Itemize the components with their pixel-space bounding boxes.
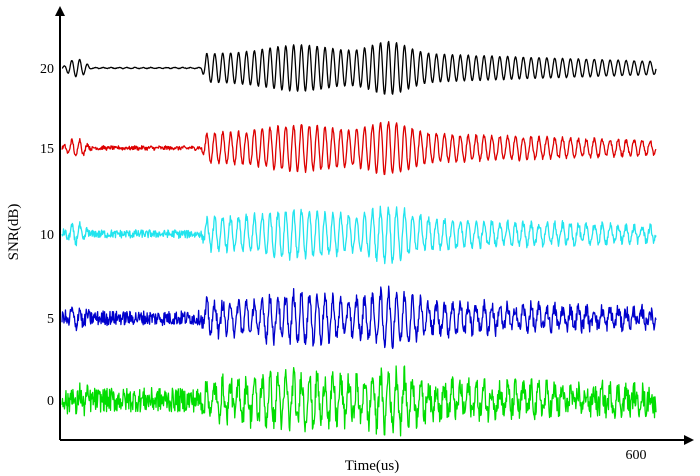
y-tick-labels: 0 5 10 15 20 (40, 62, 54, 409)
y-tick-label: 0 (47, 394, 54, 409)
series-line-5db (61, 285, 657, 350)
y-tick-label: 15 (40, 142, 54, 157)
x-tick-labels: 600 (626, 448, 647, 463)
series-line-15db (61, 121, 657, 176)
y-axis-title: SNR(dB) (6, 204, 22, 261)
y-tick-label: 10 (40, 228, 54, 243)
x-axis-title: Time(us) (345, 458, 399, 474)
x-tick-label: 600 (626, 448, 647, 463)
y-tick-label: 20 (40, 62, 54, 77)
series-layer (61, 40, 657, 437)
y-tick-label: 5 (47, 312, 54, 327)
series-line-20db (61, 40, 657, 95)
series-line-0db (61, 365, 657, 437)
series-line-10db (61, 205, 657, 265)
